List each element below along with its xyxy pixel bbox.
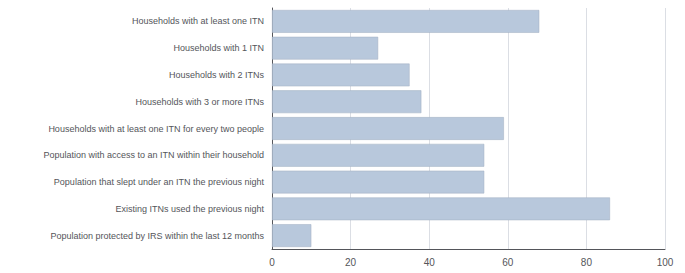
svg-text:Existing ITNs used the previou: Existing ITNs used the previous night [115, 204, 264, 214]
svg-text:100: 100 [657, 257, 674, 268]
svg-text:Households with 2 ITNs: Households with 2 ITNs [169, 70, 265, 80]
svg-text:Population protected by IRS wi: Population protected by IRS within the l… [50, 231, 264, 241]
svg-text:80: 80 [581, 257, 593, 268]
svg-text:20: 20 [345, 257, 357, 268]
svg-text:60: 60 [502, 257, 514, 268]
svg-text:0: 0 [269, 257, 275, 268]
svg-text:Households with 1 ITN: Households with 1 ITN [173, 43, 264, 53]
svg-text:Households with at least one I: Households with at least one ITN [132, 16, 264, 26]
svg-text:Population that slept under an: Population that slept under an ITN the p… [54, 177, 265, 187]
svg-text:40: 40 [424, 257, 436, 268]
svg-text:Households with 3 or more ITNs: Households with 3 or more ITNs [135, 97, 264, 107]
svg-text:Population with access to an I: Population with access to an ITN within … [43, 150, 264, 160]
svg-text:Households with at least one I: Households with at least one ITN for eve… [48, 124, 264, 134]
